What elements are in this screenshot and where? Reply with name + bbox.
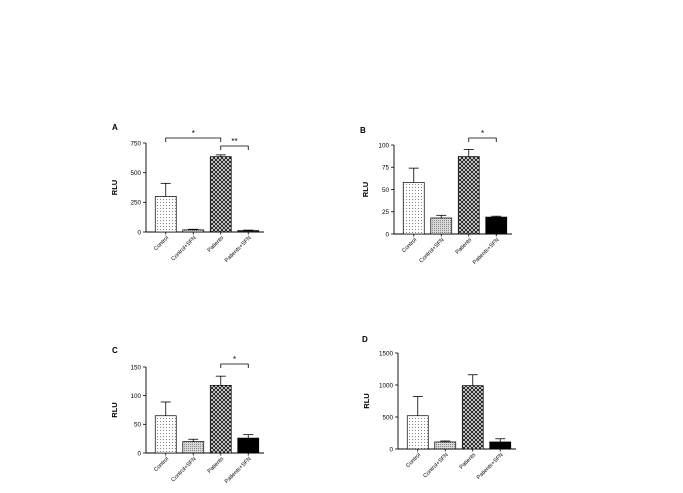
significance-label: * xyxy=(192,129,195,138)
significance-label: * xyxy=(233,355,236,364)
significance-label: * xyxy=(481,129,484,138)
bar-patients xyxy=(209,384,232,454)
y-axis-title: RLU xyxy=(110,402,119,417)
y-axis-title: RLU xyxy=(110,180,119,195)
category-label: Patients+SFN xyxy=(224,456,253,485)
bar-control-sfn xyxy=(430,217,453,235)
category-label: Patients xyxy=(207,235,226,254)
y-tick-label: 100 xyxy=(130,393,141,400)
chart-panel-a: A 0 250 500 750 RLU Control Control+SFN Patients… xyxy=(110,123,264,264)
y-tick-label: 25 xyxy=(382,209,390,216)
y-tick-label: 250 xyxy=(130,200,141,207)
y-axis-title: RLU xyxy=(361,182,370,197)
category-label: Control xyxy=(405,452,422,469)
y-tick-label: 500 xyxy=(130,170,141,177)
y-tick-label: 50 xyxy=(134,422,142,429)
chart-panel-c: C 0 50 100 150 RLU Control Control+SFN PatientsP… xyxy=(110,346,264,485)
bar-control-sfn xyxy=(182,441,205,454)
category-label: Control+SFN xyxy=(422,452,449,479)
y-tick-label: 0 xyxy=(385,231,389,238)
category-label: Control+SFN xyxy=(170,456,197,483)
significance-bracket xyxy=(165,137,222,142)
panel-label: B xyxy=(360,126,366,135)
bar-control-sfn xyxy=(182,229,205,233)
panel-label: D xyxy=(362,335,368,344)
bar-patients xyxy=(457,156,480,235)
y-tick-label: 1000 xyxy=(379,382,394,389)
y-tick-label: 1500 xyxy=(379,350,394,357)
category-label: Patients+SFN xyxy=(476,452,505,481)
bar-patients-sfn xyxy=(237,437,260,454)
y-tick-label: 0 xyxy=(389,446,393,453)
category-label: Patients+SFN xyxy=(472,237,501,266)
y-tick-label: 50 xyxy=(382,187,390,194)
y-axis-title: RLU xyxy=(362,393,371,408)
category-label: Patients xyxy=(207,456,226,475)
bar-patients-sfn xyxy=(237,230,260,233)
panel-label: C xyxy=(112,346,118,355)
y-tick-label: 75 xyxy=(382,165,390,172)
category-label: Control xyxy=(401,237,418,254)
bar-control xyxy=(402,182,425,235)
significance-bracket xyxy=(220,363,249,368)
bar-patients-sfn xyxy=(489,441,512,450)
panel-label: A xyxy=(112,123,118,132)
y-tick-label: 750 xyxy=(130,140,141,147)
bar-control xyxy=(154,196,177,233)
y-tick-label: 100 xyxy=(378,142,389,149)
bar-control-sfn xyxy=(434,441,457,450)
category-label: Control+SFN xyxy=(418,237,445,264)
significance-label: ** xyxy=(231,137,237,146)
significance-bracket xyxy=(220,145,249,150)
category-label: Patients+SFN xyxy=(224,235,253,264)
y-tick-label: 150 xyxy=(130,364,141,371)
category-label: Control xyxy=(153,456,170,473)
category-label: Control+SFN xyxy=(170,235,197,262)
category-label: Control xyxy=(153,235,170,252)
category-label: Patients xyxy=(455,237,474,256)
y-tick-label: 0 xyxy=(137,229,141,236)
significance-bracket xyxy=(468,137,497,142)
bar-patients-sfn xyxy=(485,216,508,235)
y-tick-label: 500 xyxy=(382,414,393,421)
chart-panel-d: D 0 500 1000 1500 RLU Control Control+SFN Patien… xyxy=(362,335,516,481)
y-tick-label: 0 xyxy=(137,450,141,457)
bar-control xyxy=(154,415,177,454)
category-label: Patients xyxy=(459,452,478,471)
chart-panel-b: B 0 25 50 75 100 RLU Control Control+SFN Patients… xyxy=(360,126,512,266)
bar-patients xyxy=(461,385,484,450)
bar-control xyxy=(406,415,429,450)
bar-patients xyxy=(209,156,232,233)
